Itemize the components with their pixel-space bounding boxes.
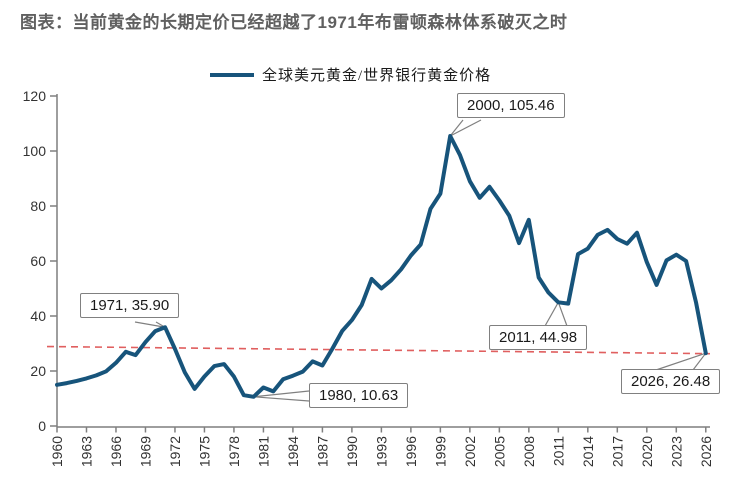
y-tick-label: 40 [30,308,46,324]
x-tick-label: 2017 [609,436,625,467]
x-tick-label: 1990 [344,436,360,467]
x-tick-label: 2014 [580,436,596,467]
x-tick-label: 2023 [668,436,684,467]
x-tick-label: 1987 [314,436,330,467]
annotation-leader-line [692,352,707,371]
gold-price-line [55,134,708,399]
x-tick-label: 1978 [226,436,242,467]
y-tick-label: 100 [23,143,47,159]
x-tick-label: 1963 [78,436,94,467]
x-tick-label: 1969 [137,436,153,467]
x-tick-label: 1981 [255,436,271,467]
y-tick-label: 120 [23,88,47,104]
annotation-leader-line [449,119,482,137]
legend: 全球美元黄金/世界银行黄金价格 [210,64,491,85]
annotation-leader-line [557,302,568,327]
x-tick-label: 1975 [196,436,212,467]
y-tick-label: 0 [38,418,46,434]
y-tick-label: 80 [30,198,46,214]
x-tick-label: 2011 [550,436,566,466]
x-tick-label: 1960 [49,436,65,467]
legend-label: 全球美元黄金/世界银行黄金价格 [262,68,492,84]
x-tick-label: 1996 [403,436,419,467]
x-tick-label: 2026 [698,436,714,467]
legend-line-swatch [210,72,254,77]
annotation-leader-line [253,390,310,398]
annotation-leader-line [449,119,464,137]
x-tick-label: 2020 [639,436,655,467]
annotation-2026: 2026, 26.48 [621,369,721,394]
x-tick-label: 2008 [521,436,537,467]
chart-title: 图表：当前黄金的长期定价已经超越了1971年布雷顿森林体系破灭之时 [20,13,568,32]
y-tick-label: 20 [30,363,46,379]
annotation-leader-line [655,352,706,371]
x-tick-label: 1999 [432,436,448,467]
annotation-2000: 2000, 105.46 [457,93,565,118]
annotation-leader-line [253,396,310,402]
annotation-leader-line [544,302,559,327]
annotation-1980: 1980, 10.63 [309,383,409,408]
annotation-1971: 1971, 35.90 [80,293,180,318]
annotation-2011: 2011, 44.98 [489,325,588,350]
x-tick-label: 2002 [462,436,478,467]
trend-dashed-line [46,345,711,355]
x-tick-label: 2005 [491,436,507,467]
x-tick-label: 1984 [285,436,301,467]
x-tick-label: 1993 [373,436,389,467]
y-tick-label: 60 [30,253,46,269]
x-tick-label: 1966 [108,436,124,467]
x-tick-label: 1972 [167,436,183,467]
annotation-leader-line [134,321,166,328]
